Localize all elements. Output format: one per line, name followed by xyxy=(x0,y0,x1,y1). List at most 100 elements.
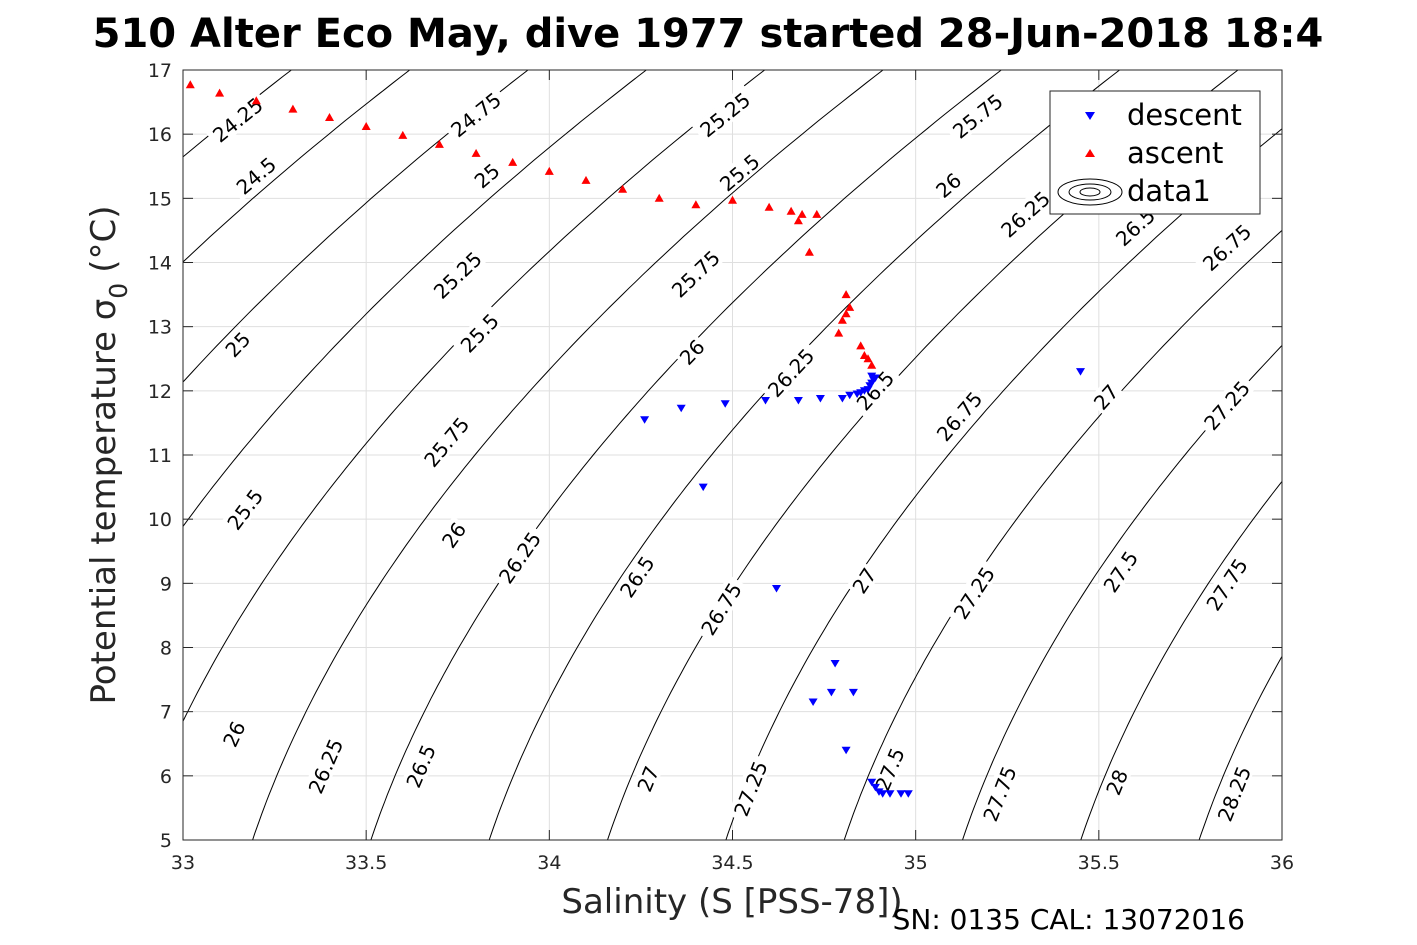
legend-box xyxy=(1049,90,1261,215)
contour-label-background xyxy=(1196,372,1257,437)
isopycnal-line xyxy=(1080,480,1282,840)
isopycnal-line xyxy=(183,70,647,528)
contour-label-background xyxy=(673,333,710,371)
y-axis-label-main: Potential temperature σ xyxy=(84,299,124,705)
y-axis-label-unit: (°C) xyxy=(84,205,124,272)
contour-label-background xyxy=(691,84,758,144)
descent-point xyxy=(874,788,884,796)
y-tick-label: 5 xyxy=(160,830,172,852)
contour-label-background xyxy=(993,183,1057,244)
x-tick-label: 34 xyxy=(537,852,561,874)
descent-point xyxy=(808,698,818,706)
contour-label-background xyxy=(711,146,767,198)
ascent-point xyxy=(581,175,591,184)
contour-label-background xyxy=(204,90,270,149)
ascent-point xyxy=(215,88,225,97)
y-tick-label: 7 xyxy=(160,702,172,724)
contour-label-background xyxy=(663,242,727,305)
descent-point xyxy=(793,397,803,405)
contour-label-background xyxy=(435,516,471,554)
ascent-point xyxy=(185,80,195,89)
descent-point xyxy=(870,783,880,792)
contour-label-background xyxy=(868,739,910,799)
ascent-point xyxy=(841,309,851,318)
ascent-point xyxy=(867,360,877,369)
contour-label-background xyxy=(848,362,901,418)
legend-descent-label: descent xyxy=(1127,98,1242,132)
legend: descent ascent data1 xyxy=(1049,90,1261,215)
x-tick-label: 36 xyxy=(1270,852,1294,874)
contour-label-background xyxy=(425,243,489,306)
descent-point xyxy=(698,483,708,492)
y-axis-label: Potential temperature σ0 (°C) xyxy=(84,205,133,704)
y-tick-label: 9 xyxy=(160,573,172,595)
ascent-point xyxy=(786,206,796,215)
isopycnal-line xyxy=(183,70,411,263)
ascent-point xyxy=(325,113,334,121)
contour-label-background xyxy=(1211,758,1256,829)
y-tick-label: 10 xyxy=(148,509,172,531)
data-series xyxy=(185,80,1085,798)
y-tick-label: 8 xyxy=(160,638,172,660)
y-axis-label-subscript: 0 xyxy=(104,283,133,299)
isopycnal-line xyxy=(370,70,1002,840)
legend-ascent-label: ascent xyxy=(1127,136,1223,170)
ascent-point xyxy=(654,193,664,202)
ascent-point xyxy=(288,104,298,113)
y-tick-label: 11 xyxy=(148,445,172,467)
contour-label-background xyxy=(846,561,882,599)
ascent-point xyxy=(508,157,518,166)
contour-label-background xyxy=(727,753,773,824)
x-axis-label: Salinity (S [PSS-78]) xyxy=(561,882,902,922)
ascent-point xyxy=(856,341,866,350)
contour-label-background xyxy=(467,157,505,194)
ascent-point xyxy=(544,166,554,175)
contour-label-background xyxy=(217,715,250,752)
ascent-point xyxy=(471,148,481,157)
legend-ascent-marker-icon xyxy=(1085,149,1095,157)
contour-label-background xyxy=(1095,542,1145,600)
ascent-point xyxy=(398,130,408,139)
descent-point xyxy=(845,391,855,400)
y-tick-label: 6 xyxy=(160,766,172,788)
x-tick-label: 33 xyxy=(171,852,195,874)
contour-label-background xyxy=(946,558,1001,627)
contour-label-background xyxy=(452,305,506,360)
ascent-point xyxy=(834,328,844,337)
contour-label-background xyxy=(1087,378,1124,416)
x-tick-label: 34.5 xyxy=(711,852,753,874)
ascent-point xyxy=(764,202,774,211)
contour-label-background xyxy=(1194,216,1259,278)
isopycnal-line xyxy=(252,70,884,840)
x-tick-label: 33.5 xyxy=(345,852,387,874)
axis-ticks: 33 33.5 34 34.5 35 35.5 36 5 6 7 8 9 10 11 12 13 14 15 16 1… xyxy=(148,60,1294,874)
isopycnal-line xyxy=(1198,655,1282,840)
contour-label-background xyxy=(976,758,1022,829)
y-tick-label: 17 xyxy=(148,60,172,82)
y-tick-label: 13 xyxy=(148,317,172,339)
ascent-point xyxy=(434,139,444,148)
descent-point xyxy=(878,790,888,798)
chart-title: 510 Alter Eco May, dive 1977 started 28-… xyxy=(93,11,1324,57)
isopycnal-line xyxy=(183,70,529,383)
contour-label-background xyxy=(929,166,967,203)
descent-point xyxy=(896,790,906,798)
contour-label-background xyxy=(1100,763,1133,800)
descent-point xyxy=(867,778,877,787)
isopycnal-line xyxy=(962,344,1282,840)
contour-label-background xyxy=(219,480,270,538)
contour-label-background xyxy=(416,409,476,474)
ascent-point xyxy=(837,315,847,324)
ascent-point xyxy=(793,216,803,225)
descent-point xyxy=(826,688,836,697)
ascent-point xyxy=(251,96,261,105)
descent-point xyxy=(867,372,877,381)
contour-label-background xyxy=(301,731,349,801)
descent-point xyxy=(837,395,847,403)
descent-point xyxy=(841,746,851,755)
contour-label-background xyxy=(928,383,989,448)
descent-point xyxy=(885,790,895,798)
ascent-point xyxy=(804,247,814,256)
contour-label-background xyxy=(491,523,547,591)
contour-label-background xyxy=(759,340,821,404)
